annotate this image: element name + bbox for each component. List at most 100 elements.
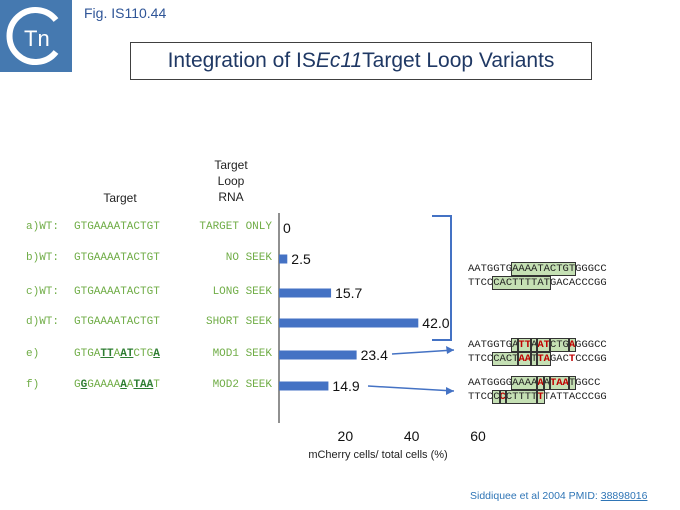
bar-c — [279, 288, 332, 298]
mutated-bases: A — [120, 379, 127, 391]
row-target-sequence: GTGATTAATCTGA — [74, 348, 160, 360]
target-site-bases: T — [536, 390, 545, 404]
target-bases: G — [74, 379, 81, 391]
x-axis-label: mCherry cells/ total cells (%) — [308, 449, 447, 461]
row-prefix: d)WT: — [26, 316, 60, 328]
target-site-bases: CTTTT — [504, 390, 539, 404]
flanking-bases: GGCC — [575, 377, 601, 389]
flanking-bases: TATTACCCGG — [543, 391, 607, 403]
target-bases: GTGA — [74, 348, 101, 360]
title-pre: Integration of IS — [167, 49, 316, 72]
target-bases: CTG — [133, 348, 154, 360]
target-bases: GTGAAAATACTGT — [74, 316, 160, 328]
row-target-sequence: GTGAAAATACTGT — [74, 316, 160, 328]
tn-logo: Tn — [0, 0, 72, 72]
target-site-bases: A — [536, 376, 545, 390]
header-line: Target — [214, 158, 248, 172]
arrow-mod2 — [367, 385, 455, 392]
sequence-strand-bottom: TTCCCACTTTTATGACACCCGG — [468, 276, 607, 290]
flanking-bases: GGGCC — [575, 339, 607, 351]
sequence-strand-top: AATGGGGAAAAAATAATGGCC — [468, 376, 601, 390]
arrowhead-mod2 — [446, 387, 454, 395]
target-header: Target — [103, 191, 137, 205]
flanking-bases: AATGGTG — [468, 339, 513, 351]
target-site-bases: CACTTTTAT — [492, 276, 551, 290]
sequence-strand-bottom: TTCCCACTAATTAGACTCCCGG — [468, 352, 607, 366]
data-label-e: 23.4 — [361, 347, 388, 363]
bracket — [432, 215, 452, 341]
target-bases: A — [126, 379, 134, 391]
target-bases: GAAAA — [87, 379, 121, 391]
bar-b — [279, 254, 288, 264]
row-target-sequence: GTGAAAATACTGT — [74, 221, 160, 233]
row-prefix: a)WT: — [26, 221, 60, 233]
pmid-link[interactable]: 38898016 — [600, 490, 648, 502]
logo-text: Tn — [24, 26, 50, 51]
flanking-bases: AATGGGG — [468, 377, 513, 389]
row-rna-label: MOD1 SEEK — [212, 348, 272, 360]
target-site-bases: A — [529, 338, 539, 352]
row-rna-label: SHORT SEEK — [205, 316, 272, 328]
flanking-bases: TTCC — [468, 353, 494, 365]
row-rna-label: TARGET ONLY — [199, 221, 272, 233]
chart-ticks: 20 40 60 — [338, 428, 486, 444]
target-site-bases: C — [492, 390, 501, 404]
page-title: Integration of IS Ec11 Target Loop Varian… — [130, 42, 592, 80]
target-site-bases: AA — [517, 352, 533, 366]
sequence-strand-bottom: TTCCCCCTTTTTTATTACCCGG — [468, 390, 607, 404]
target-site-bases: A — [542, 376, 552, 390]
target-site-bases: C — [498, 390, 507, 404]
target-site-bases: A — [567, 338, 577, 352]
flanking-bases: TTCC — [468, 391, 494, 403]
flanking-bases: GACACCCGG — [549, 277, 607, 289]
sequence-strand-top: AATGGTGAAAATACTGTGGGCC — [468, 262, 607, 276]
mutated-bases: A — [153, 348, 160, 360]
row-target-sequence: GTGAAAATACTGT — [74, 286, 160, 298]
flanking-bases: T — [568, 353, 576, 365]
arrowhead-mod1 — [446, 346, 454, 354]
target-bases: T — [153, 379, 160, 391]
row-target-sequence: GGGAAAAAATAAT — [74, 379, 160, 391]
chart-labels: 02.5 15.7 42.0 23.414.9 — [283, 220, 450, 394]
mutated-bases: TT — [100, 348, 114, 360]
title-post: Target Loop Variants — [362, 49, 555, 72]
target-site-bases: TAA — [548, 376, 570, 390]
header-line: Loop — [217, 174, 245, 188]
x-tick-label: 60 — [470, 428, 486, 444]
data-label-b: 2.5 — [291, 251, 311, 267]
bar-d — [279, 318, 419, 328]
data-label-f: 14.9 — [332, 378, 359, 394]
row-target-sequence: GTGAAAATACTGT — [74, 252, 160, 264]
mutated-bases: G — [80, 379, 88, 391]
flanking-bases: AATGGTG — [468, 263, 513, 275]
target-site-bases: A — [511, 338, 520, 352]
row-rna-label: LONG SEEK — [212, 286, 272, 298]
target-bases: GTGAAAATACTGT — [74, 252, 160, 264]
target-site-bases: AT — [536, 338, 551, 352]
flanking-bases: GAC — [549, 353, 569, 365]
row-prefix: c)WT: — [26, 286, 60, 298]
row-rna-label: NO SEEK — [225, 252, 272, 264]
row-rna-label: MOD2 SEEK — [212, 379, 272, 391]
target-site-bases: CACT — [492, 352, 520, 366]
x-tick-label: 40 — [404, 428, 420, 444]
target-site-bases: TT — [517, 338, 533, 352]
row-prefix: f) — [26, 379, 40, 391]
target-site-bases: T — [567, 376, 577, 390]
flanking-bases: CCCGG — [575, 353, 607, 365]
header-line: RNA — [218, 190, 244, 204]
target-site-bases: AAAATACTGT — [511, 262, 577, 276]
mutated-bases: TAA — [133, 379, 154, 391]
flanking-bases: TTCC — [468, 277, 494, 289]
mutated-bases: AT — [120, 348, 134, 360]
bar-e — [279, 350, 357, 360]
citation-text: Siddiquee et al 2004 PMID: — [470, 490, 601, 502]
arrow-mod1 — [391, 349, 455, 355]
chart-bars — [279, 254, 419, 391]
target-site-bases: CTG — [548, 338, 570, 352]
target-site-bases: AAAA — [511, 376, 539, 390]
target-bases: GTGAAAATACTGT — [74, 221, 160, 233]
target-bases: GTGAAAATACTGT — [74, 286, 160, 298]
flanking-bases: GGGCC — [575, 263, 607, 275]
